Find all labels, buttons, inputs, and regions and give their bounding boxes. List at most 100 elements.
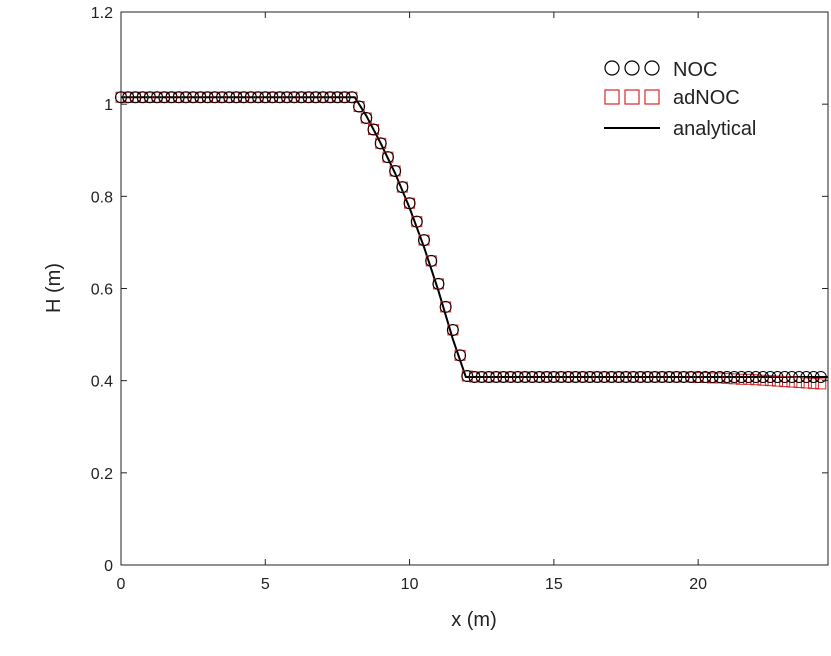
x-tick-label: 5 [261, 576, 270, 593]
legend-label-analytical: analytical [673, 118, 756, 140]
legend-entry-noc [604, 60, 660, 76]
ticks-layer: 0 5 10 15 20 0 0.2 0.4 0.6 0.8 1 1.2 [91, 5, 828, 593]
noc-point [317, 91, 329, 104]
noc-point [569, 370, 582, 383]
noc-point [778, 370, 791, 383]
noc-point [461, 370, 474, 383]
noc-point [800, 370, 813, 383]
noc-point [526, 370, 539, 383]
noc-point [136, 91, 149, 104]
noc-point [143, 91, 156, 104]
y-tick-label: 1.2 [91, 5, 113, 22]
noc-point [338, 91, 351, 104]
legend-marker-adnoc [604, 89, 620, 105]
noc-point [490, 370, 503, 383]
noc-point [627, 370, 640, 383]
adnoc-point [808, 377, 820, 389]
noc-point [670, 370, 683, 383]
noc-point [244, 91, 257, 104]
noc-point [165, 91, 178, 104]
noc-point [172, 91, 185, 104]
noc-point [583, 370, 596, 383]
noc-point [230, 91, 243, 104]
legend-marker-adnoc [644, 89, 660, 105]
y-tick-label: 0.4 [91, 374, 113, 391]
noc-point [576, 370, 589, 383]
noc-point [410, 215, 423, 228]
noc-point [468, 370, 481, 383]
noc-point [699, 370, 712, 383]
noc-point [381, 151, 394, 164]
noc-point [648, 370, 661, 383]
noc-point [475, 370, 488, 383]
noc-point [764, 370, 777, 383]
y-tick-label: 0.2 [91, 466, 113, 483]
noc-point [757, 370, 770, 383]
y-tick-label: 1 [104, 97, 113, 114]
noc-point [533, 370, 546, 383]
noc-point [122, 91, 135, 104]
noc-point [497, 370, 510, 383]
noc-point [446, 323, 459, 336]
noc-point [598, 370, 611, 383]
noc-point [540, 370, 553, 383]
adnoc-point [772, 375, 783, 387]
noc-point [634, 370, 647, 383]
noc-point [367, 123, 380, 136]
legend-marker-noc [624, 60, 640, 76]
adnoc-point [800, 377, 812, 389]
noc-point [273, 91, 286, 104]
legend: NOC adNOC analytical [596, 50, 791, 150]
noc-point [706, 370, 719, 383]
y-axis-label: H (m) [43, 263, 65, 313]
noc-point [295, 91, 308, 104]
noc-point [389, 164, 402, 177]
noc-point [742, 370, 755, 383]
noc-point [807, 370, 820, 383]
adnoc-point [815, 378, 827, 390]
noc-point [151, 91, 164, 104]
noc-point [785, 370, 798, 383]
noc-point [208, 91, 221, 104]
noc-point [432, 277, 445, 290]
noc-point [663, 370, 676, 383]
noc-point [331, 91, 344, 104]
noc-point [677, 370, 690, 383]
noc-point [721, 370, 733, 383]
noc-point [324, 91, 337, 104]
noc-point [280, 91, 293, 104]
x-axis-label: x (m) [451, 609, 497, 631]
noc-point [396, 181, 409, 194]
noc-point [237, 91, 250, 104]
noc-point [223, 91, 236, 104]
x-tick-label: 10 [401, 576, 419, 593]
noc-point [345, 91, 358, 104]
y-tick-label: 0.8 [91, 189, 113, 206]
noc-point [439, 300, 452, 313]
legend-label-adnoc: adNOC [673, 87, 740, 109]
noc-point [692, 370, 705, 383]
x-tick-label: 0 [117, 576, 126, 593]
noc-point [194, 91, 207, 104]
noc-point [252, 91, 265, 104]
noc-point [793, 370, 806, 383]
noc-point [353, 100, 366, 113]
legend-marker-noc [644, 60, 660, 76]
noc-point [771, 370, 784, 383]
adnoc-point [764, 375, 776, 387]
noc-point [519, 370, 531, 383]
noc-point [605, 370, 618, 383]
noc-point [302, 91, 315, 104]
noc-point [620, 370, 632, 383]
noc-point [684, 370, 697, 383]
noc-point [656, 370, 669, 383]
noc-point [129, 91, 142, 104]
noc-point [309, 91, 322, 104]
noc-point [158, 91, 171, 104]
noc-point [187, 91, 200, 104]
noc-point [728, 370, 741, 383]
noc-point [591, 370, 604, 383]
legend-label-noc: NOC [673, 59, 717, 81]
legend-marker-adnoc [624, 89, 640, 105]
